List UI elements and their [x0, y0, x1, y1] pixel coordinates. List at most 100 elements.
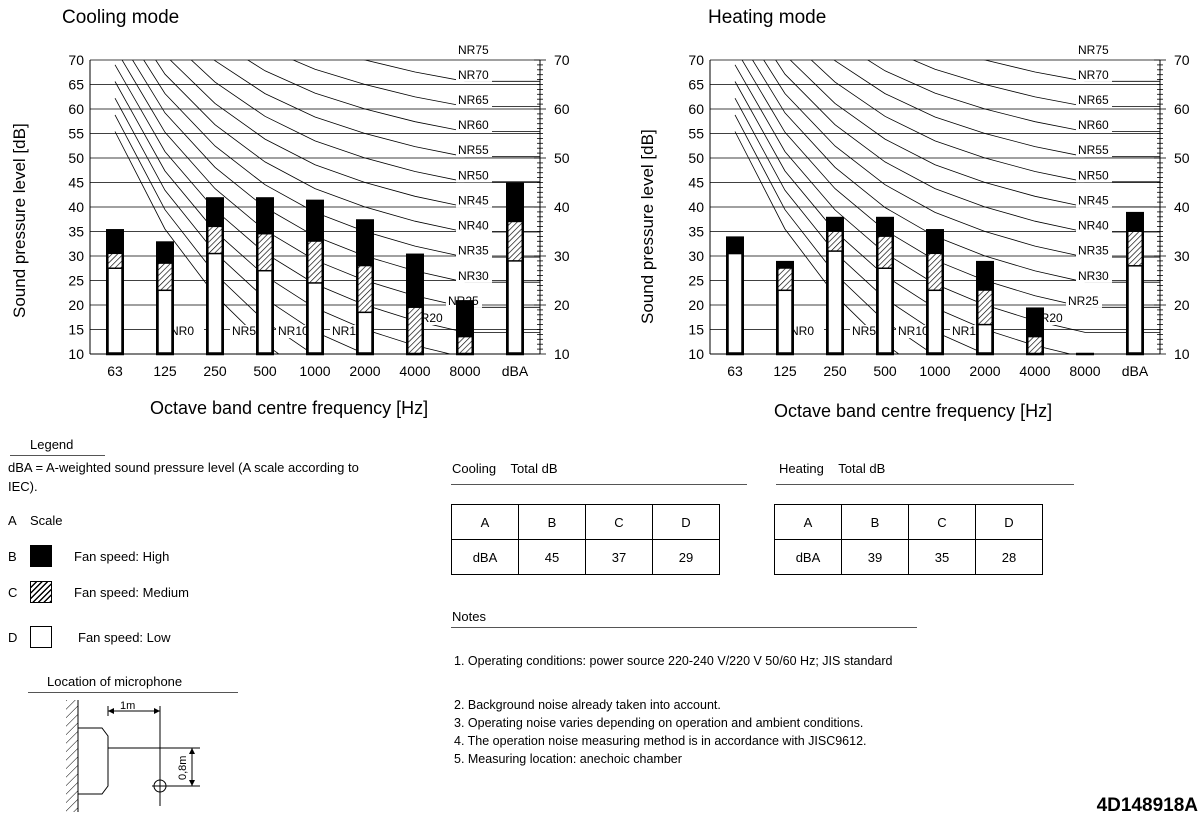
nr-curve-45 [789, 60, 1160, 208]
y-tick-label: 60 [688, 101, 704, 117]
nr-label-bg [788, 325, 824, 338]
table-header-cell: C [585, 504, 653, 540]
x-tick-label: 2000 [969, 363, 1000, 379]
table-cell: 37 [585, 539, 653, 575]
cooling-chart-title: Cooling mode [62, 7, 180, 28]
x-tick-label: dBA [1122, 363, 1149, 379]
y-tick-label: 35 [68, 224, 84, 240]
nr-label: NR25 [1068, 294, 1099, 308]
table-header-row: A B C D [774, 504, 1043, 540]
bar-low [1127, 265, 1143, 354]
nr-label: NR60 [1078, 118, 1109, 132]
x-tick-label: 250 [203, 363, 227, 379]
nr-label: NR50 [1078, 168, 1109, 182]
table-cell: 28 [975, 539, 1043, 575]
bar-low [977, 323, 993, 354]
x-tick-label: 1000 [299, 363, 330, 379]
nr-label: NR75 [458, 43, 489, 57]
nr-label-bg [276, 325, 312, 338]
legend-item-high: B Fan speed: High [8, 545, 169, 567]
nr-curve-65 [292, 60, 540, 107]
table-cell: 45 [518, 539, 586, 575]
nr-curve-10 [734, 98, 987, 354]
nr-label: NR5 [232, 324, 256, 338]
nr-curve-5 [114, 114, 314, 354]
nr-curve-40 [155, 60, 540, 233]
nr-label-bg [456, 144, 492, 158]
legend-scale-letter: A [8, 513, 17, 528]
nr-label-bg [1076, 219, 1112, 233]
nr-label-bg [456, 43, 492, 57]
nr-curve-55 [833, 60, 1160, 158]
note-2: 2. Background noise already taken into a… [454, 698, 721, 712]
x-tick-label: 250 [823, 363, 847, 379]
y-tick-label: 30 [68, 248, 84, 264]
legend-label-low: Fan speed: Low [78, 629, 171, 645]
table-header-cell: D [652, 504, 720, 540]
nr-label-bg [1076, 43, 1112, 57]
table-cell: dBA [774, 539, 842, 575]
right-y-tick-label: 30 [554, 248, 570, 264]
y-tick-label: 70 [688, 52, 704, 68]
cooling-chart: NR0NR5NR10NR15NR20NR25NR30NR35NR40NR45NR… [68, 43, 570, 379]
y-tick-label: 60 [68, 101, 84, 117]
legend-letter-c: C [8, 584, 18, 600]
nr-label-bg [1076, 119, 1112, 133]
nr-curve-65 [912, 60, 1160, 107]
nr-label: NR0 [170, 324, 194, 338]
nr-curve-70 [363, 60, 540, 82]
table-cell: dBA [451, 539, 519, 575]
right-y-tick-label: 50 [554, 150, 570, 166]
x-tick-label: 125 [153, 363, 177, 379]
nr-label: NR75 [1078, 43, 1109, 57]
nr-label-bg [1076, 68, 1112, 82]
nr-label: NR10 [278, 324, 309, 338]
nr-label: NR40 [1078, 219, 1109, 233]
y-tick-label: 40 [688, 199, 704, 215]
bar-low [877, 267, 893, 354]
nr-curve-40 [775, 60, 1160, 233]
nr-curve-5 [734, 114, 934, 354]
nr-label-bg [1076, 169, 1112, 183]
bar-low [107, 267, 123, 354]
heating-x-axis-label: Octave band centre frequency [Hz] [774, 401, 1053, 421]
nr-curve-45 [169, 60, 540, 208]
nr-curves [734, 60, 1160, 354]
y-tick-label: 10 [688, 346, 704, 362]
x-tick-label: 4000 [1019, 363, 1050, 379]
nr-curve-10 [114, 98, 367, 354]
nr-label: NR40 [458, 219, 489, 233]
nr-curve-60 [867, 60, 1160, 132]
nr-label: NR65 [1078, 93, 1109, 107]
right-y-tick-label: 70 [554, 52, 570, 68]
nr-label: NR35 [1078, 244, 1109, 258]
heating-y-axis-label: Sound pressure level [dB] [638, 129, 657, 324]
y-tick-label: 40 [68, 199, 84, 215]
heating-table-heading: Heating Total dB [779, 461, 886, 476]
right-y-tick-label: 40 [1174, 199, 1190, 215]
heating-total-db-table: A B C D dBA 39 35 28 [774, 504, 1043, 575]
table-row: dBA 45 37 29 [451, 539, 720, 575]
x-tick-label: 500 [873, 363, 897, 379]
nr-label: NR45 [458, 193, 489, 207]
nr-label-bg [896, 325, 932, 338]
nr-label-bg [456, 119, 492, 133]
right-y-tick-label: 50 [1174, 150, 1190, 166]
x-tick-label: 2000 [349, 363, 380, 379]
y-tick-label: 10 [68, 346, 84, 362]
microphone-title: Location of microphone [47, 674, 183, 689]
table-cell: 39 [841, 539, 909, 575]
x-tick-label: 4000 [399, 363, 430, 379]
document-id: 4D148918A [1096, 795, 1198, 816]
nr-curve-0 [114, 131, 280, 354]
legend-scale-row: A Scale [8, 513, 63, 528]
nr-label: NR35 [458, 244, 489, 258]
right-y-tick-label: 60 [554, 101, 570, 117]
indoor-unit-shape [77, 727, 109, 795]
table-header-cell: B [518, 504, 586, 540]
low-speed-swatch [30, 626, 52, 648]
nr-curve-70 [983, 60, 1160, 82]
nr-label: NR15 [332, 324, 363, 338]
nr-curve-60 [247, 60, 540, 132]
right-y-tick-label: 10 [1174, 346, 1190, 362]
